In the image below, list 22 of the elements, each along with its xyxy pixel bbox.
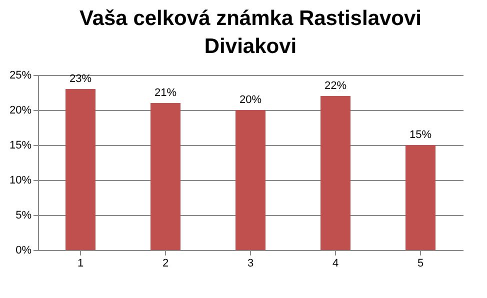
bar [320,96,350,250]
bar [406,145,436,250]
bar [150,103,180,250]
bar [66,89,96,250]
data-label: 15% [409,129,432,141]
data-label: 22% [324,80,347,92]
data-label: 23% [69,73,92,85]
y-tick-label: 15% [9,140,32,152]
y-tick-label: 20% [9,104,32,116]
y-tick-label: 5% [16,210,32,222]
x-tick-label: 1 [77,258,84,270]
y-tick-label: 25% [9,70,32,82]
x-tick-label: 3 [247,258,254,270]
x-tick-label: 2 [162,258,169,270]
data-label: 20% [239,94,262,106]
y-tick-label: 10% [9,174,32,186]
chart-title: Vaša celková známka Rastislavovi Diviakovi [79,7,422,58]
x-tick-label: 5 [417,258,424,270]
x-tick-label: 4 [332,258,339,270]
y-tick-label: 0% [16,244,32,256]
data-label: 21% [154,87,177,99]
bar [236,110,266,250]
